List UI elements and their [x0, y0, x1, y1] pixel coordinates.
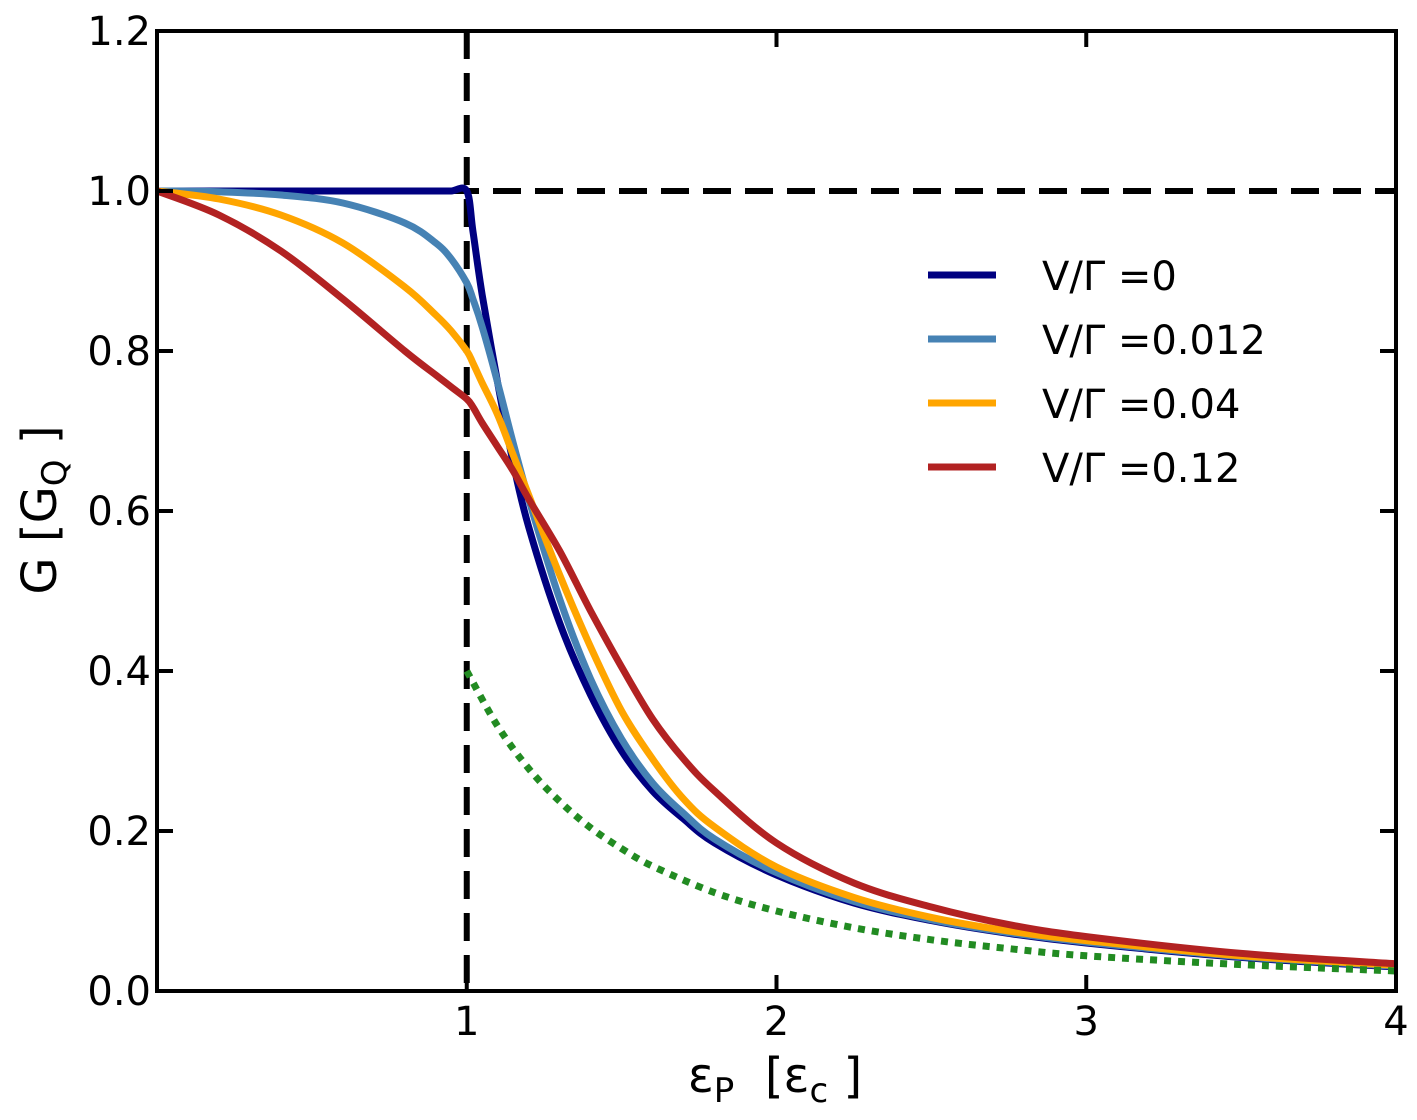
- axis-ticks: [157, 29, 1398, 993]
- legend-label-2: V/Γ =0.04: [1042, 382, 1240, 428]
- x-axis-label-end: ]: [828, 1048, 862, 1104]
- x-axis-label: εP [εc ]: [688, 1048, 862, 1111]
- y-tick-label: 0.4: [87, 649, 151, 695]
- y-axis-label-main: G [G: [12, 486, 68, 594]
- x-axis-label-mid: [ε: [734, 1048, 809, 1104]
- x-tick-label: 4: [1383, 999, 1408, 1045]
- y-tick-label: 0.2: [87, 809, 151, 855]
- x-tick-label: 2: [764, 999, 789, 1045]
- x-axis-label-sub1: P: [714, 1071, 735, 1111]
- x-axis-label-main: ε: [688, 1048, 714, 1104]
- x-axis-label-sub2: c: [809, 1071, 828, 1111]
- y-axis-label-sub: Q: [35, 459, 75, 486]
- x-tick-label: 3: [1074, 999, 1099, 1045]
- y-tick-label: 0.0: [87, 969, 151, 1015]
- series-line-2: [156, 187, 1397, 969]
- x-tick-label: 1: [454, 999, 479, 1045]
- series-line-1: [156, 187, 1397, 970]
- series-line-0: [157, 184, 1397, 971]
- y-axis-label: G [GQ ]: [12, 425, 75, 594]
- legend-label-0: V/Γ =0: [1042, 254, 1177, 300]
- legend-label-3: V/Γ =0.12: [1042, 446, 1240, 492]
- dotted-curve: [463, 669, 1397, 975]
- y-tick-label: 1.2: [87, 9, 151, 55]
- series-line-3: [155, 187, 1397, 968]
- y-tick-label: 0.6: [87, 489, 151, 535]
- y-tick-label: 0.8: [87, 329, 151, 375]
- y-axis-label-end: ]: [12, 425, 68, 459]
- reference-lines: [157, 31, 1396, 991]
- axis-tick-labels: 1 2 3 4 0.0 0.2 0.4 0.6 0.8 1.0 1.2: [87, 9, 1408, 1045]
- series-lines: [155, 184, 1397, 971]
- dotted-curve-layer: [463, 669, 1397, 975]
- y-tick-label: 1.0: [87, 169, 151, 215]
- legend: V/Γ =0 V/Γ =0.012 V/Γ =0.04 V/Γ =0.12: [928, 254, 1266, 492]
- legend-label-1: V/Γ =0.012: [1042, 318, 1266, 364]
